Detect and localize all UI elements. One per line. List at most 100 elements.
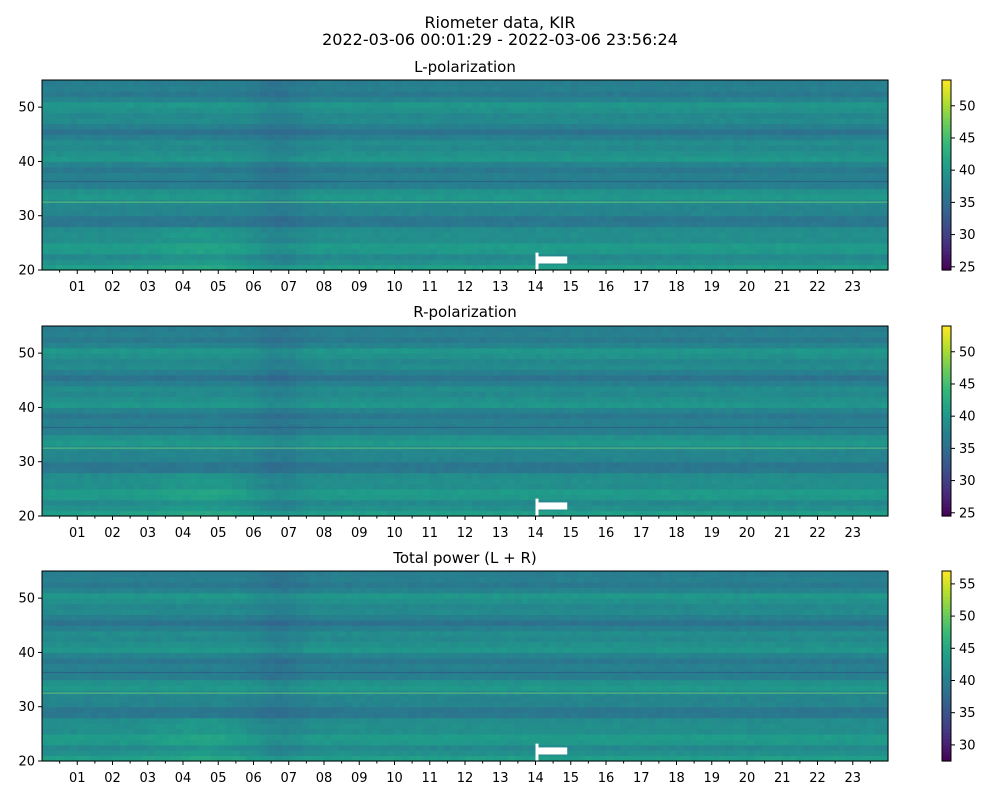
x-tick-label: 23 xyxy=(844,526,861,541)
y-tick-label: 50 xyxy=(18,592,35,607)
colorbar-tick-label: 25 xyxy=(959,506,976,521)
x-tick-label: 04 xyxy=(175,526,192,541)
x-tick-label: 22 xyxy=(809,771,826,786)
colorbar-tick-label: 40 xyxy=(959,674,976,689)
colorbar-tick-label: 50 xyxy=(959,610,976,625)
x-tick-label: 07 xyxy=(280,526,297,541)
x-tick-label: 09 xyxy=(351,526,368,541)
colorbar-frame xyxy=(941,325,952,517)
x-tick-label: 21 xyxy=(774,771,791,786)
x-tick-label: 16 xyxy=(598,771,615,786)
y-tick-label: 50 xyxy=(18,347,35,362)
x-tick-label: 10 xyxy=(386,526,403,541)
x-tick-label: 19 xyxy=(703,280,720,295)
colorbar-tick-label: 45 xyxy=(959,642,976,657)
x-tick-label: 15 xyxy=(562,280,579,295)
y-tick-label: 30 xyxy=(18,455,35,470)
x-tick-label: 18 xyxy=(668,526,685,541)
x-tick-label: 10 xyxy=(386,280,403,295)
data-gap-spike xyxy=(535,743,539,761)
colorbar-tick-label: 40 xyxy=(959,410,976,425)
x-tick-label: 22 xyxy=(809,526,826,541)
colorbar-frame xyxy=(941,79,952,271)
colorbar-tick-label: 35 xyxy=(959,442,976,457)
x-tick-label: 04 xyxy=(175,771,192,786)
colorbar-tick-label: 50 xyxy=(959,99,976,114)
x-tick-label: 17 xyxy=(633,526,650,541)
x-tick-label: 03 xyxy=(139,280,156,295)
x-tick-label: 18 xyxy=(668,280,685,295)
x-tick-label: 20 xyxy=(739,526,756,541)
x-tick-label: 01 xyxy=(69,280,86,295)
x-tick-label: 12 xyxy=(457,771,474,786)
x-tick-label: 19 xyxy=(703,771,720,786)
x-tick-label: 20 xyxy=(739,771,756,786)
data-gap xyxy=(535,256,568,264)
x-tick-label: 14 xyxy=(527,280,544,295)
x-tick-label: 02 xyxy=(104,526,121,541)
x-tick-label: 19 xyxy=(703,526,720,541)
x-tick-label: 07 xyxy=(280,280,297,295)
panel-title: Total power (L + R) xyxy=(392,549,537,567)
heatmap-image xyxy=(42,571,889,762)
colorbar-tick-label: 30 xyxy=(959,738,976,753)
x-tick-label: 02 xyxy=(104,280,121,295)
x-tick-label: 15 xyxy=(562,771,579,786)
x-tick-label: 13 xyxy=(492,280,509,295)
y-tick-label: 40 xyxy=(18,401,35,416)
x-tick-label: 08 xyxy=(316,771,333,786)
y-tick-label: 50 xyxy=(18,101,35,116)
x-tick-label: 21 xyxy=(774,280,791,295)
data-gap xyxy=(535,747,568,755)
x-tick-label: 03 xyxy=(139,771,156,786)
colorbar-tick-label: 30 xyxy=(959,474,976,489)
x-tick-label: 11 xyxy=(421,526,438,541)
x-tick-label: 12 xyxy=(457,526,474,541)
x-tick-label: 05 xyxy=(210,526,227,541)
heatmap-image xyxy=(42,80,889,271)
panel-title: R-polarization xyxy=(413,303,516,321)
x-tick-label: 14 xyxy=(527,526,544,541)
heatmap-image xyxy=(42,326,889,517)
x-tick-label: 11 xyxy=(421,771,438,786)
y-tick-label: 20 xyxy=(18,510,35,525)
x-tick-label: 04 xyxy=(175,280,192,295)
colorbar-tick-label: 45 xyxy=(959,377,976,392)
colorbar-tick-label: 50 xyxy=(959,345,976,360)
panel-title: L-polarization xyxy=(414,58,516,76)
figure-title: Riometer data, KIR xyxy=(424,13,576,32)
x-tick-label: 10 xyxy=(386,771,403,786)
x-tick-label: 02 xyxy=(104,771,121,786)
y-tick-label: 30 xyxy=(18,700,35,715)
x-tick-label: 15 xyxy=(562,526,579,541)
x-tick-label: 08 xyxy=(316,526,333,541)
y-tick-label: 20 xyxy=(18,755,35,770)
x-tick-label: 14 xyxy=(527,771,544,786)
x-tick-label: 06 xyxy=(245,771,262,786)
y-tick-label: 20 xyxy=(18,264,35,279)
x-tick-label: 06 xyxy=(245,526,262,541)
colorbar-tick-label: 45 xyxy=(959,131,976,146)
colorbar-frame xyxy=(941,570,952,762)
x-tick-label: 22 xyxy=(809,280,826,295)
x-tick-label: 18 xyxy=(668,771,685,786)
x-tick-label: 13 xyxy=(492,526,509,541)
x-tick-label: 09 xyxy=(351,771,368,786)
colorbar-tick-label: 35 xyxy=(959,706,976,721)
x-tick-label: 13 xyxy=(492,771,509,786)
x-tick-label: 16 xyxy=(598,526,615,541)
x-tick-label: 05 xyxy=(210,771,227,786)
colorbar-tick-label: 30 xyxy=(959,228,976,243)
y-tick-label: 40 xyxy=(18,646,35,661)
x-tick-label: 17 xyxy=(633,280,650,295)
x-tick-label: 07 xyxy=(280,771,297,786)
x-tick-label: 12 xyxy=(457,280,474,295)
colorbar-tick-label: 25 xyxy=(959,260,976,275)
data-gap-spike xyxy=(535,252,539,270)
x-tick-label: 08 xyxy=(316,280,333,295)
x-tick-label: 23 xyxy=(844,280,861,295)
colorbar-tick-label: 35 xyxy=(959,196,976,211)
colorbar xyxy=(942,80,951,271)
x-tick-label: 06 xyxy=(245,280,262,295)
y-tick-label: 30 xyxy=(18,209,35,224)
